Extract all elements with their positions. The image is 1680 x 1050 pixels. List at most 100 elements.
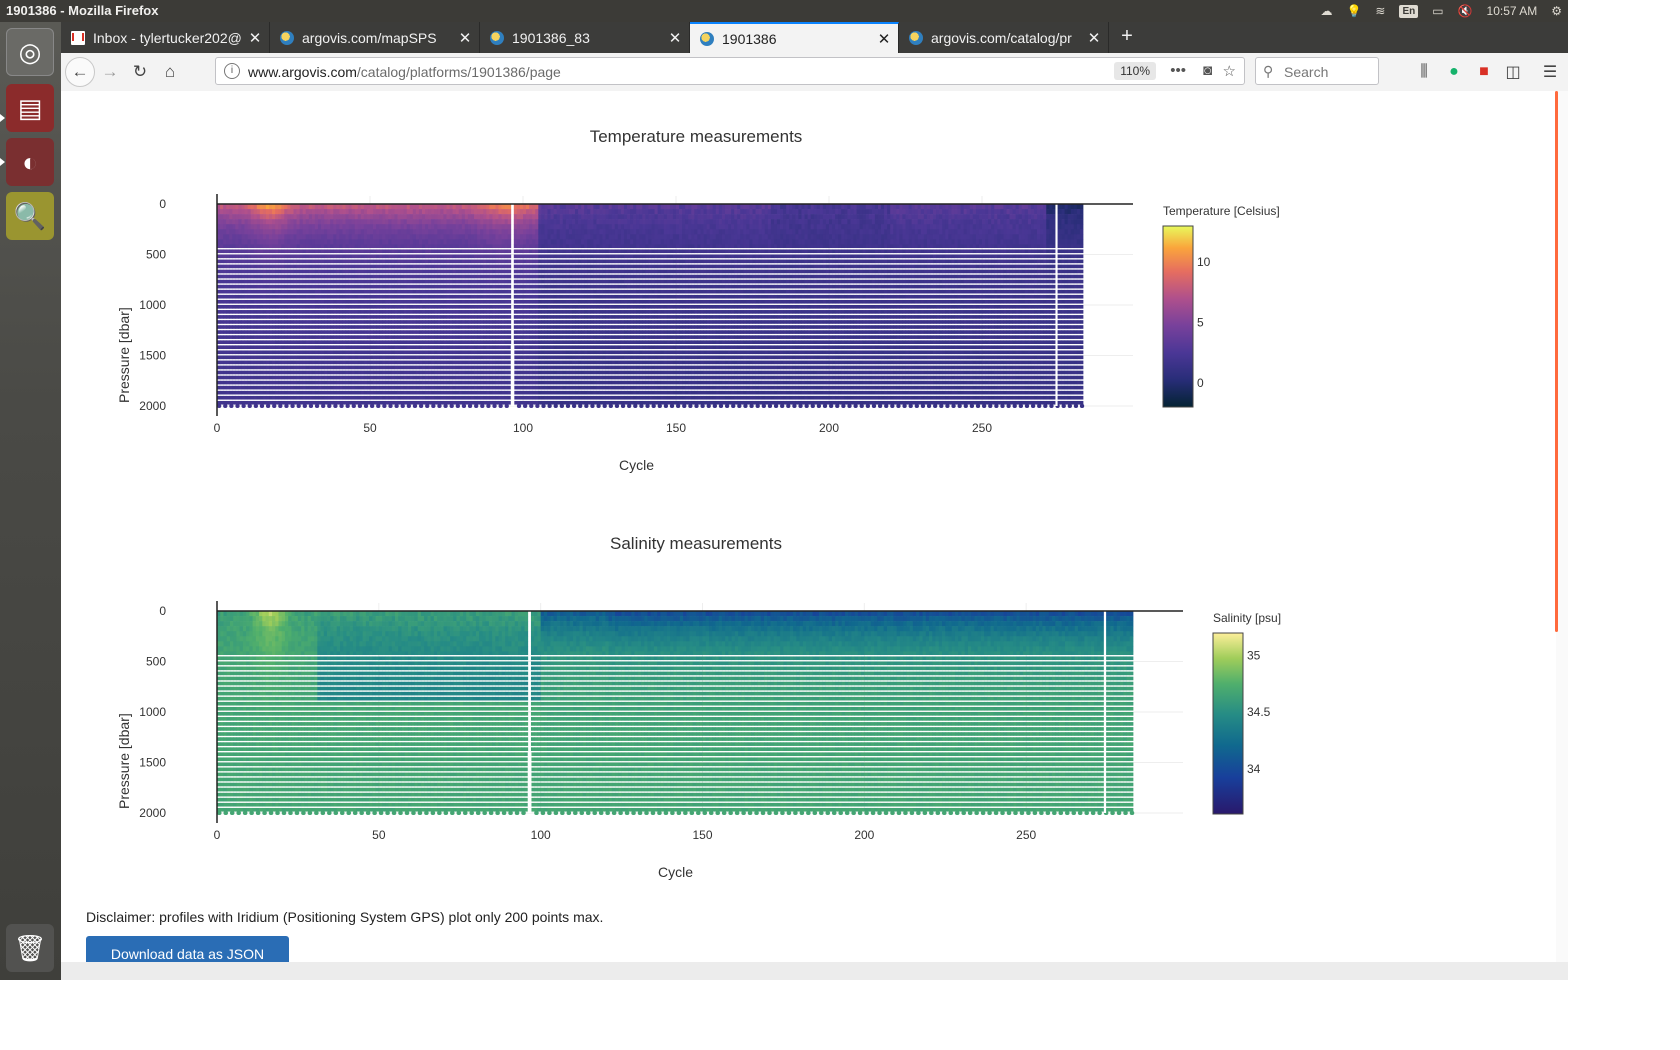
lightbulb-icon[interactable]: 💡 <box>1346 4 1361 18</box>
heatmap-cell <box>275 305 279 309</box>
site-info-icon[interactable]: i <box>224 63 240 79</box>
trash-icon[interactable]: 🗑 <box>6 924 54 972</box>
heatmap-cell <box>559 244 564 249</box>
heatmap-cell <box>544 229 548 235</box>
heatmap-cell <box>391 325 395 329</box>
heatmap-cell <box>223 254 227 259</box>
heatmap-cell <box>409 315 414 319</box>
new-tab-icon[interactable]: + <box>1115 25 1139 48</box>
firefox-app-icon[interactable]: ◐ <box>6 138 54 186</box>
heatmap-cell <box>235 264 239 269</box>
heatmap-cell <box>357 234 362 240</box>
heatmap-cell <box>232 355 236 360</box>
heatmap-cell <box>498 335 502 339</box>
heatmap-cell <box>382 365 386 370</box>
heatmap-cell <box>422 209 426 215</box>
heatmap-cell <box>550 214 554 220</box>
heatmap-cell <box>415 355 420 360</box>
close-icon[interactable]: ✕ <box>874 30 894 48</box>
heatmap-cell <box>406 234 411 240</box>
heatmap-cell <box>587 345 591 350</box>
heatmap-cell <box>415 385 420 390</box>
heatmap-cell <box>275 234 279 240</box>
grammarly-icon[interactable]: ● <box>1443 61 1465 83</box>
heatmap-cell <box>284 264 288 269</box>
heatmap-cell <box>269 400 273 405</box>
tab-catalog[interactable]: argovis.com/catalog/pr ✕ <box>899 22 1109 53</box>
home-icon[interactable]: ⌂ <box>157 59 183 85</box>
heatmap-cell <box>446 299 450 304</box>
heatmap-cell <box>581 375 585 380</box>
heatmap-cell <box>513 249 518 254</box>
pocket-icon[interactable]: ◙ <box>1203 62 1212 79</box>
sidebar-icon[interactable]: ◫ <box>1502 61 1524 83</box>
heatmap-cell <box>290 254 294 259</box>
heatmap-cell <box>425 284 429 289</box>
search-input[interactable]: ⚲ Search <box>1255 57 1379 85</box>
reload-icon[interactable]: ↻ <box>127 59 153 85</box>
heatmap-cell <box>474 264 478 269</box>
files-app-icon[interactable]: ▤ <box>6 84 54 132</box>
volume-muted-icon[interactable]: 🔇 <box>1458 4 1473 18</box>
tab-1901386-83[interactable]: 1901386_83 ✕ <box>480 22 690 53</box>
cloud-icon[interactable]: ☁ <box>1320 4 1332 18</box>
settings-gear-icon[interactable]: ⚙ <box>1551 4 1562 18</box>
heatmap-cell <box>578 224 582 230</box>
library-icon[interactable]: ⫼ <box>1413 61 1435 83</box>
page-actions-icon[interactable]: ••• <box>1170 62 1186 79</box>
tab-mapsps[interactable]: argovis.com/mapSPS ✕ <box>270 22 480 53</box>
heatmap-cell <box>516 360 521 365</box>
heatmap-cell <box>238 219 242 225</box>
heatmap-cell <box>269 365 273 370</box>
heatmap-cell <box>373 284 377 289</box>
heatmap-cell <box>535 355 539 360</box>
url-bar[interactable]: i www.argovis.com/catalog/platforms/1901… <box>215 57 1245 85</box>
lastpass-icon[interactable]: ■ <box>1473 61 1495 83</box>
wifi-icon[interactable]: ≋ <box>1375 4 1385 18</box>
heatmap-cell <box>388 294 392 299</box>
heatmap-cell <box>397 259 401 264</box>
heatmap-cell <box>339 390 343 395</box>
close-icon[interactable]: ✕ <box>245 29 265 47</box>
heatmap-cell <box>229 385 233 390</box>
ubuntu-dash-icon[interactable]: ◎ <box>6 28 54 76</box>
heatmap-cell <box>422 254 426 259</box>
bottom-sample-point <box>431 404 436 408</box>
hamburger-menu-icon[interactable]: ☰ <box>1539 61 1561 83</box>
close-icon[interactable]: ✕ <box>455 29 475 47</box>
keyboard-layout-indicator[interactable]: En <box>1399 4 1419 18</box>
clock[interactable]: 10:57 AM <box>1487 4 1538 18</box>
heatmap-cell <box>226 284 230 289</box>
heatmap-cell <box>229 279 233 284</box>
heatmap-cell <box>296 390 301 395</box>
heatmap-cell <box>578 264 582 269</box>
heatmap-cell <box>428 294 432 299</box>
heatmap-cell <box>327 305 331 309</box>
heatmap-cell <box>345 214 349 220</box>
heatmap-cell <box>455 320 460 324</box>
document-viewer-app-icon[interactable]: 🔍 <box>6 192 54 240</box>
bottom-sample-point <box>290 404 295 408</box>
close-icon[interactable]: ✕ <box>665 29 685 47</box>
bottom-sample-point <box>467 404 473 408</box>
back-arrow-icon[interactable]: ← <box>65 57 95 87</box>
heatmap-cell <box>464 224 469 230</box>
tab-inbox[interactable]: Inbox - tylertucker202@ ✕ <box>61 22 270 53</box>
heatmap-cell <box>351 279 356 284</box>
zoom-level-button[interactable]: 110% <box>1114 62 1156 80</box>
heatmap-cell <box>348 299 353 304</box>
forward-arrow-icon[interactable]: → <box>97 59 123 85</box>
battery-icon[interactable]: ▭ <box>1432 4 1443 18</box>
heatmap-cell <box>449 289 454 294</box>
url-text[interactable]: www.argovis.com/catalog/platforms/190138… <box>248 64 561 80</box>
heatmap-cell <box>489 315 493 319</box>
heatmap-cell <box>406 214 411 220</box>
close-icon[interactable]: ✕ <box>1084 29 1104 47</box>
heatmap-cell <box>538 284 542 289</box>
heatmap-cell <box>541 315 545 319</box>
bookmark-star-icon[interactable]: ☆ <box>1223 62 1236 80</box>
heatmap-cell <box>302 350 307 355</box>
tab-1901386[interactable]: 1901386 ✕ <box>690 22 899 53</box>
heatmap-cell <box>317 284 322 289</box>
